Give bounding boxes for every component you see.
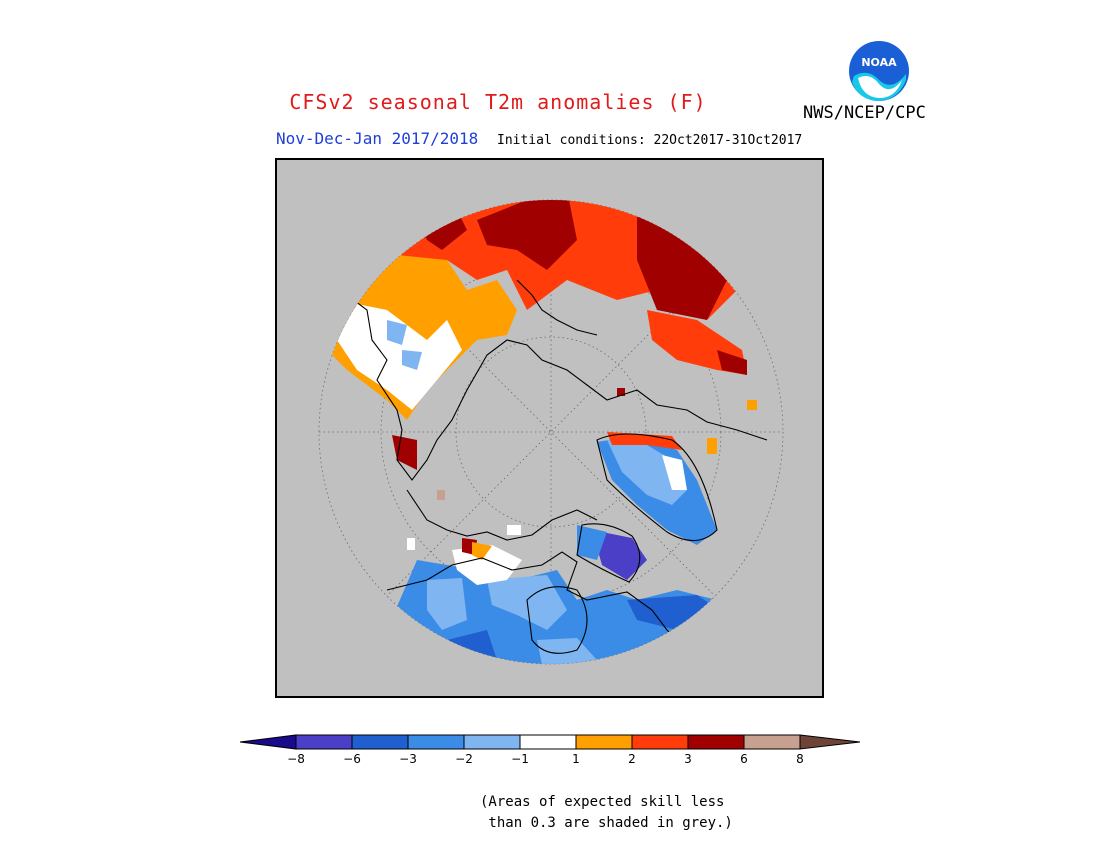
colorbar xyxy=(240,734,860,750)
tick-label: −2 xyxy=(455,752,473,766)
forecast-period: Nov-Dec-Jan 2017/2018 xyxy=(276,129,479,148)
eurasia-warm-anomalies xyxy=(319,200,757,470)
colorbar-bin xyxy=(519,734,577,750)
skill-note-line2: than 0.3 are shaded in grey.) xyxy=(480,815,733,831)
tick-label: −8 xyxy=(287,752,305,766)
agency-label: NWS/NCEP/CPC xyxy=(803,103,926,123)
tick-label: −3 xyxy=(399,752,417,766)
map-title: CFSv2 seasonal T2m anomalies (F) xyxy=(289,90,707,114)
coastlines xyxy=(319,279,768,654)
colorbar-bin xyxy=(351,734,409,750)
colorbar-bin xyxy=(575,734,633,750)
tick-label: 6 xyxy=(740,752,748,766)
tick-label: 3 xyxy=(684,752,692,766)
polar-map xyxy=(275,158,824,698)
colorbar-bin xyxy=(743,734,801,750)
noaa-logo-text: NOAA xyxy=(861,56,897,69)
colorbar-bin xyxy=(463,734,521,750)
colorbar-bin xyxy=(407,734,465,750)
colorbar-low-arrow xyxy=(240,734,297,750)
colorbar-bin xyxy=(631,734,689,750)
tick-label: 8 xyxy=(796,752,804,766)
tick-label: −6 xyxy=(343,752,361,766)
colorbar-tick-labels: −8 −6 −3 −2 −1 1 2 3 6 8 xyxy=(0,752,1100,768)
tick-label: 2 xyxy=(628,752,636,766)
skill-note: (Areas of expected skill less than 0.3 a… xyxy=(480,792,733,834)
colorbar-bin xyxy=(295,734,353,750)
tick-label: 1 xyxy=(572,752,580,766)
greenland-cold-anomalies xyxy=(577,432,717,580)
skill-note-line1: (Areas of expected skill less xyxy=(480,794,725,810)
polar-map-svg xyxy=(318,199,784,665)
initial-conditions: Initial conditions: 22Oct2017-31Oct2017 xyxy=(497,133,803,148)
noaa-logo: NOAA xyxy=(849,41,909,101)
tick-label: −1 xyxy=(511,752,529,766)
colorbar-bin xyxy=(687,734,745,750)
graticule-75n xyxy=(455,336,647,528)
colorbar-high-arrow xyxy=(799,734,860,750)
